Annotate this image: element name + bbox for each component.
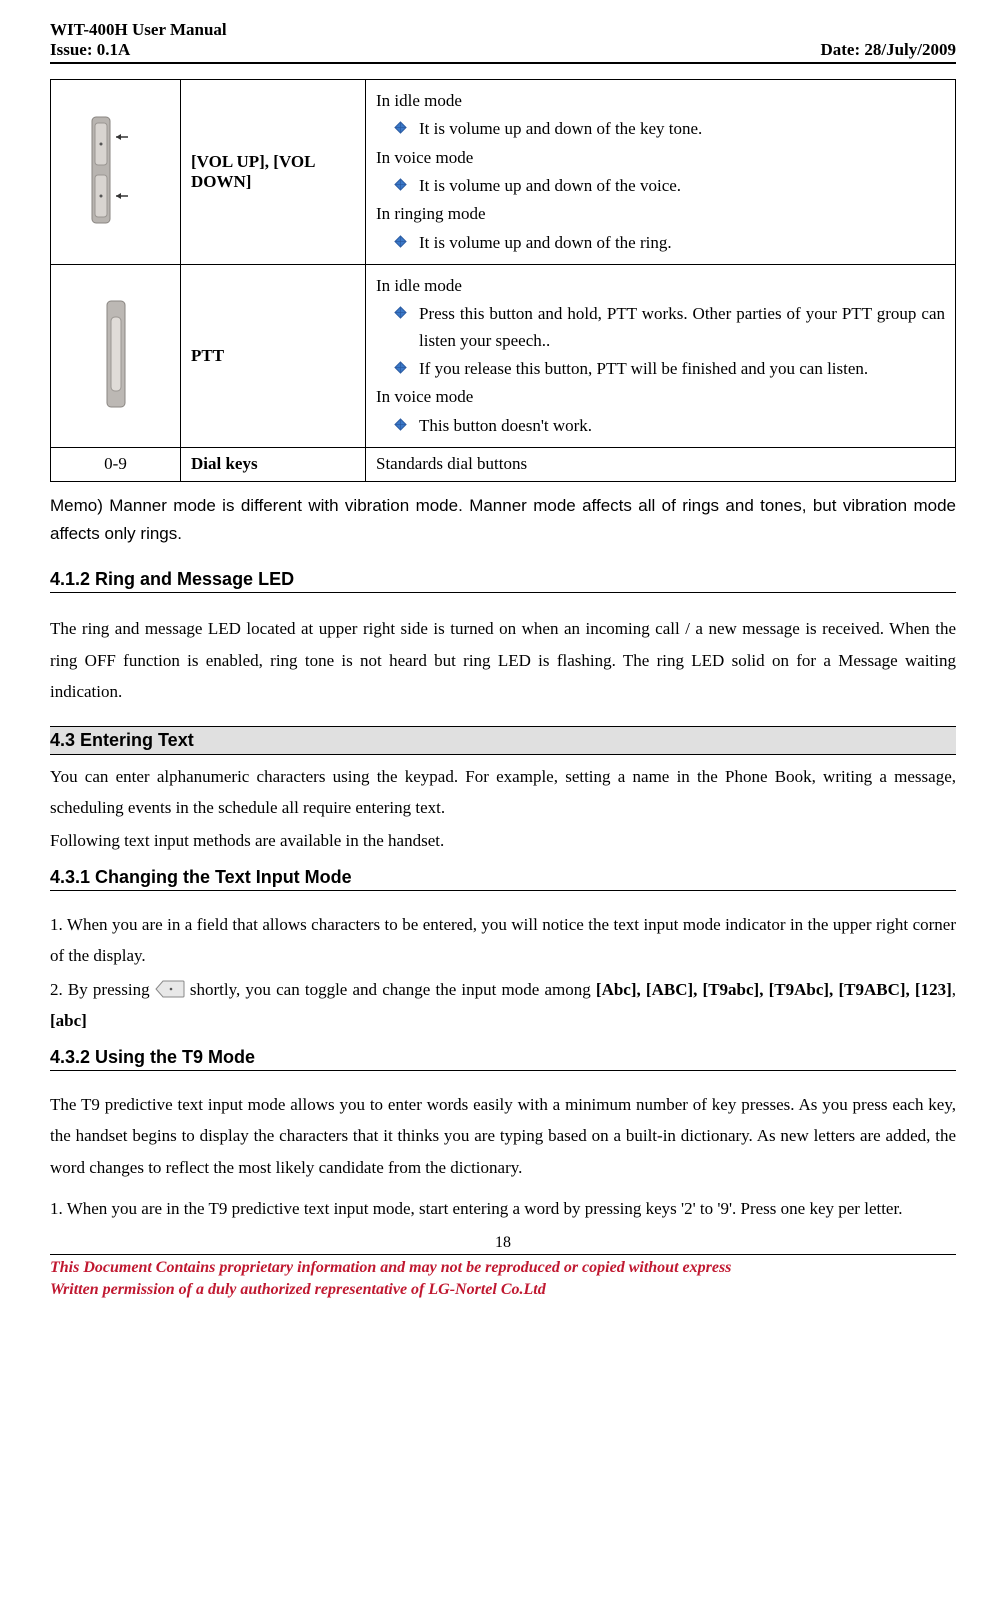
memo-paragraph: Memo) Manner mode is different with vibr… — [50, 492, 956, 550]
footer-line-1: This Document Contains proprietary infor… — [50, 1259, 731, 1276]
page-number: 18 — [50, 1234, 956, 1252]
mode-line: In idle mode — [376, 88, 945, 114]
ptt-key-icon — [101, 299, 131, 409]
section-432-paragraph-1: The T9 predictive text input mode allows… — [50, 1089, 956, 1183]
key-description-table: [VOL UP], [VOL DOWN]In idle modeIt is vo… — [50, 79, 956, 482]
page-container: WIT-400H User Manual Issue: 0.1A Date: 2… — [0, 0, 1006, 1321]
bullet-text: It is volume up and down of the ring. — [419, 230, 945, 256]
section-412-paragraph: The ring and message LED located at uppe… — [50, 613, 956, 707]
diamond-bullet-icon — [394, 178, 407, 191]
bullet-text: It is volume up and down of the key tone… — [419, 116, 945, 142]
diamond-bullet-icon — [394, 235, 407, 248]
key-label-cell: Dial keys — [181, 448, 366, 481]
bullet-line: It is volume up and down of the ring. — [394, 230, 945, 256]
section-432-paragraph-2: 1. When you are in the T9 predictive tex… — [50, 1193, 956, 1224]
bullet-line: This button doesn't work. — [394, 413, 945, 439]
mode-line: In idle mode — [376, 273, 945, 299]
diamond-bullet-icon — [394, 121, 407, 134]
key-label-cell: PTT — [181, 265, 366, 448]
table-row: 0-9 Dial keys Standards dial buttons — [51, 448, 956, 481]
footer-text: This Document Contains proprietary infor… — [50, 1257, 956, 1300]
header-issue: Issue: 0.1A — [50, 40, 130, 60]
section-431-paragraph-1: 1. When you are in a field that allows c… — [50, 909, 956, 972]
bullet-text: This button doesn't work. — [419, 413, 945, 439]
bullet-line: If you release this button, PTT will be … — [394, 356, 945, 382]
icon-cell — [51, 265, 181, 448]
description-cell: In idle modeIt is volume up and down of … — [366, 80, 956, 265]
bullet-line: Press this button and hold, PTT works. O… — [394, 301, 945, 354]
mode-line: In voice mode — [376, 145, 945, 171]
p2-part-c: , — [952, 980, 956, 999]
bullet-line: It is volume up and down of the key tone… — [394, 116, 945, 142]
mode-line: In voice mode — [376, 384, 945, 410]
diamond-bullet-icon — [394, 361, 407, 374]
clear-key-icon — [155, 978, 185, 1000]
bullet-text: Press this button and hold, PTT works. O… — [419, 301, 945, 354]
description-cell: Standards dial buttons — [366, 448, 956, 481]
description-cell: In idle modePress this button and hold, … — [366, 265, 956, 448]
bullet-text: If you release this button, PTT will be … — [419, 356, 945, 382]
section-heading-412: 4.1.2 Ring and Message LED — [50, 569, 956, 593]
bullet-text: It is volume up and down of the voice. — [419, 173, 945, 199]
key-label-cell: [VOL UP], [VOL DOWN] — [181, 80, 366, 265]
section-431-paragraph-2: 2. By pressing shortly, you can toggle a… — [50, 974, 956, 1037]
volume-key-icon — [86, 115, 146, 225]
p2-part-b: shortly, you can toggle and change the i… — [190, 980, 596, 999]
section-heading-431: 4.3.1 Changing the Text Input Mode — [50, 867, 956, 891]
bullet-line: It is volume up and down of the voice. — [394, 173, 945, 199]
section-heading-43: 4.3 Entering Text — [50, 726, 956, 755]
section-43-paragraph-2: Following text input methods are availab… — [50, 825, 956, 856]
table-row: PTTIn idle modePress this button and hol… — [51, 265, 956, 448]
footer-line-2: Written permission of a duly authorized … — [50, 1281, 546, 1298]
icon-cell: 0-9 — [51, 448, 181, 481]
header-date: Date: 28/July/2009 — [820, 40, 956, 60]
header-title: WIT-400H User Manual — [50, 20, 227, 40]
diamond-bullet-icon — [394, 306, 407, 319]
footer-rule — [50, 1254, 956, 1255]
mode-line: In ringing mode — [376, 201, 945, 227]
input-modes-bold-2: [abc] — [50, 1011, 87, 1030]
p2-part-a: 2. By pressing — [50, 980, 155, 999]
header-rule — [50, 62, 956, 64]
icon-cell — [51, 80, 181, 265]
section-43-paragraph-1: You can enter alphanumeric characters us… — [50, 761, 956, 824]
diamond-bullet-icon — [394, 418, 407, 431]
doc-header: WIT-400H User Manual Issue: 0.1A Date: 2… — [50, 20, 956, 64]
table-row: [VOL UP], [VOL DOWN]In idle modeIt is vo… — [51, 80, 956, 265]
input-modes-bold: [Abc], [ABC], [T9abc], [T9Abc], [T9ABC],… — [596, 980, 952, 999]
section-heading-432: 4.3.2 Using the T9 Mode — [50, 1047, 956, 1071]
